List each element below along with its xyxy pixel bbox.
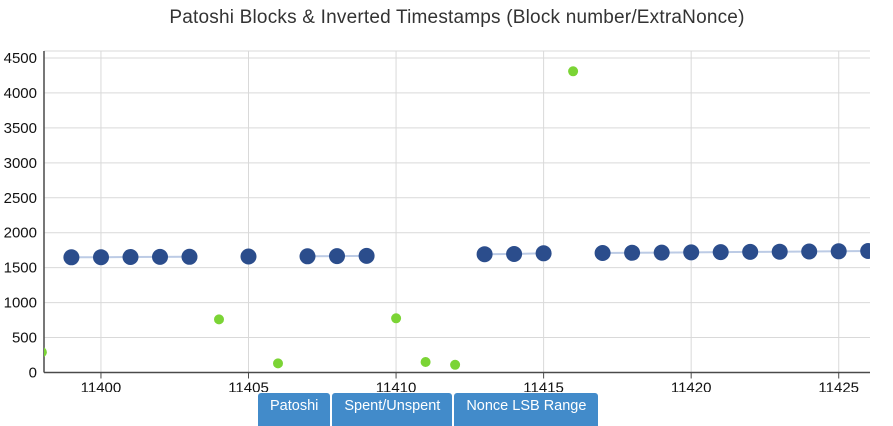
y-tick-label: 2000 bbox=[4, 225, 37, 242]
patoshi-blocks-point[interactable] bbox=[152, 248, 168, 265]
chart-mode-button-bar: Patoshi Spent/Unspent Nonce LSB Range bbox=[258, 393, 599, 426]
patoshi-blocks-point[interactable] bbox=[771, 243, 788, 260]
non-patoshi-blocks-point[interactable] bbox=[273, 358, 283, 369]
y-tick-label: 3500 bbox=[4, 120, 37, 137]
nonce-lsb-range-button[interactable]: Nonce LSB Range bbox=[454, 393, 599, 426]
x-tick-label: 11410 bbox=[376, 380, 417, 393]
patoshi-blocks-point[interactable] bbox=[63, 249, 80, 266]
patoshi-blocks-point[interactable] bbox=[181, 248, 198, 265]
y-tick-label: 4500 bbox=[4, 50, 37, 67]
y-tick-label: 4000 bbox=[4, 85, 37, 102]
y-tick-label: 2500 bbox=[4, 190, 37, 207]
patoshi-blocks-point[interactable] bbox=[683, 244, 700, 261]
patoshi-blocks-point[interactable] bbox=[299, 248, 316, 265]
patoshi-blocks-point[interactable] bbox=[860, 243, 876, 259]
x-tick-label: 11415 bbox=[523, 380, 564, 393]
y-tick-label: 1500 bbox=[4, 260, 37, 277]
non-patoshi-blocks-point[interactable] bbox=[420, 357, 431, 367]
patoshi-blocks-point[interactable] bbox=[240, 248, 257, 265]
patoshi-button[interactable]: Patoshi bbox=[258, 393, 331, 426]
non-patoshi-blocks-point[interactable] bbox=[37, 347, 47, 357]
series-group bbox=[37, 66, 876, 370]
patoshi-blocks-point[interactable] bbox=[594, 245, 611, 261]
chart-title: Patoshi Blocks & Inverted Timestamps (Bl… bbox=[169, 7, 745, 28]
patoshi-blocks-point[interactable] bbox=[624, 244, 641, 261]
x-tick-label: 11400 bbox=[81, 380, 122, 393]
non-patoshi-blocks-point[interactable] bbox=[450, 359, 461, 370]
y-tick-label: 3000 bbox=[4, 155, 37, 172]
patoshi-blocks-point[interactable] bbox=[830, 243, 847, 260]
plot-area: 11400 11405 11410 11415 11420 11425 0 500 1000 15… bbox=[4, 50, 876, 393]
x-tick-label: 11425 bbox=[818, 380, 859, 393]
patoshi-blocks-point[interactable] bbox=[506, 246, 523, 262]
patoshi-blocks-point[interactable] bbox=[93, 249, 109, 266]
patoshi-blocks-point[interactable] bbox=[358, 247, 375, 264]
x-tick-label: 11405 bbox=[228, 380, 269, 393]
non-patoshi-blocks-point[interactable] bbox=[568, 66, 579, 77]
patoshi-blocks-point[interactable] bbox=[742, 243, 759, 260]
non-patoshi-blocks-point[interactable] bbox=[214, 314, 224, 325]
patoshi-blocks-point[interactable] bbox=[122, 249, 139, 265]
y-tick-label: 1000 bbox=[4, 295, 37, 312]
spent-unspent-button[interactable]: Spent/Unspent bbox=[332, 393, 453, 426]
patoshi-blocks-point[interactable] bbox=[535, 245, 552, 262]
patoshi-blocks-point[interactable] bbox=[329, 248, 345, 265]
patoshi-blocks-point[interactable] bbox=[712, 244, 729, 261]
patoshi-blocks-point[interactable] bbox=[476, 246, 493, 263]
x-tick-label: 11420 bbox=[671, 380, 712, 393]
non-patoshi-blocks-point[interactable] bbox=[391, 313, 402, 324]
patoshi-blocks-point[interactable] bbox=[653, 244, 670, 261]
y-tick-label: 0 bbox=[29, 365, 37, 382]
y-tick-label: 500 bbox=[12, 330, 37, 347]
patoshi-blocks-point[interactable] bbox=[801, 243, 818, 260]
